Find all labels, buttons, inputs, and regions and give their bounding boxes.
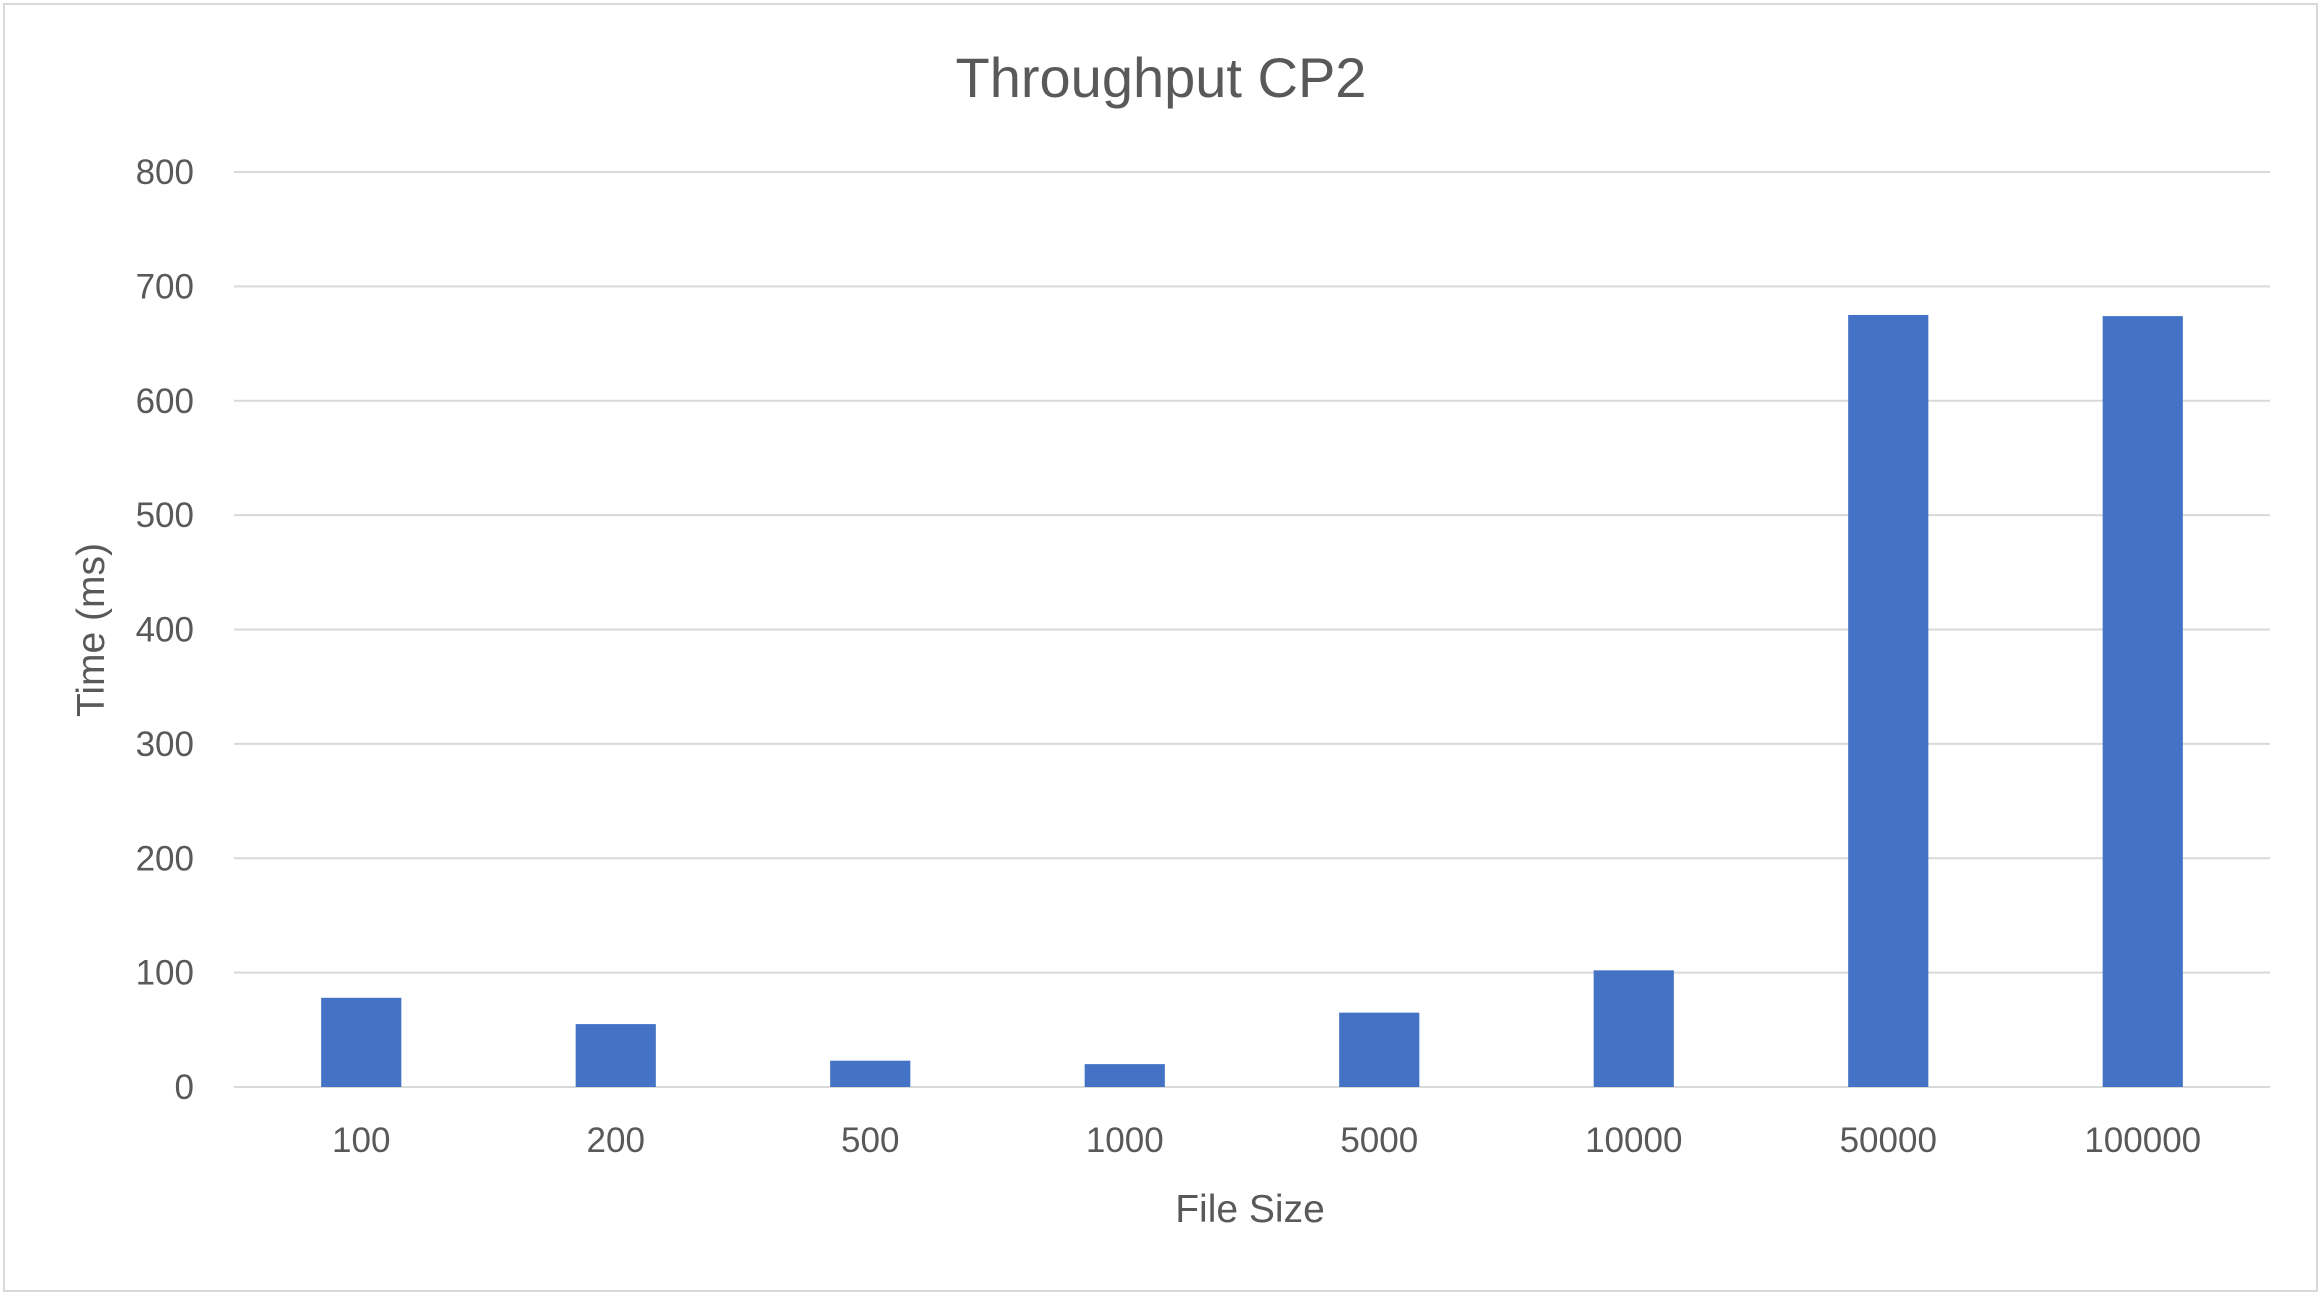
y-tick-label-500: 500 [136, 496, 194, 535]
bar-5000 [1339, 1012, 1420, 1087]
y-tick-label-300: 300 [136, 725, 194, 764]
y-tick-label-600: 600 [136, 382, 194, 421]
x-axis-label: File Size [1175, 1188, 1325, 1231]
x-tick-label-10000: 10000 [1585, 1121, 1682, 1160]
bar-100 [321, 997, 402, 1087]
y-tick-label-200: 200 [136, 839, 194, 878]
bars [321, 314, 2183, 1087]
x-axis-ticks: 100 200 500 1000 5000 10000 50000 100000 [332, 1121, 2201, 1160]
x-tick-label-1000: 1000 [1086, 1121, 1164, 1160]
x-tick-label-100: 100 [332, 1121, 390, 1160]
chart-title: Throughput CP2 [956, 46, 1367, 109]
x-tick-label-50000: 50000 [1840, 1121, 1937, 1160]
x-tick-label-200: 200 [587, 1121, 645, 1160]
bar-500 [830, 1060, 911, 1087]
bar-50000 [1848, 314, 1929, 1087]
bar-200 [575, 1024, 656, 1087]
y-tick-label-0: 0 [175, 1068, 194, 1107]
x-tick-label-500: 500 [841, 1121, 899, 1160]
y-axis-label: Time (ms) [70, 543, 113, 717]
x-tick-label-5000: 5000 [1340, 1121, 1418, 1160]
y-tick-label-700: 700 [136, 267, 194, 306]
gridlines [234, 171, 2270, 1088]
bar-10000 [1593, 970, 1674, 1087]
y-tick-label-100: 100 [136, 954, 194, 993]
x-tick-label-100000: 100000 [2084, 1121, 2201, 1160]
bar-100000 [2102, 316, 2183, 1087]
y-axis-ticks: 0 100 200 300 400 500 600 700 800 [136, 153, 194, 1107]
bar-1000 [1084, 1064, 1165, 1087]
y-tick-label-800: 800 [136, 153, 194, 192]
y-tick-label-400: 400 [136, 611, 194, 650]
